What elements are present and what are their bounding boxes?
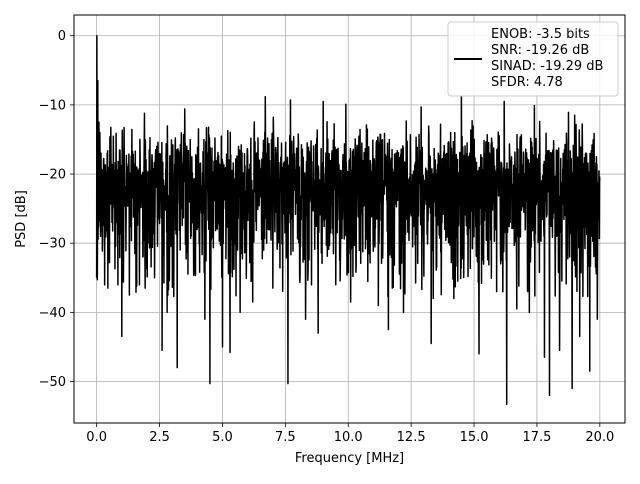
x-tick-label: 15.0 [460,430,489,445]
y-tick-label: −10 [39,98,66,113]
y-tick-label: −40 [39,306,66,321]
x-tick-label: 0.0 [86,430,107,445]
data-layer [95,35,601,406]
legend-box [447,21,619,97]
y-tick-label: −30 [39,237,66,252]
tick-layer: 0.0 2.5 5.0 7.5 10.0 12.5 15.0 17.5 20.0 0 −10 −20 −… [39,29,615,445]
x-tick-label: 12.5 [397,430,426,445]
x-tick-label: 7.5 [275,430,296,445]
y-tick-label: −50 [39,375,66,390]
legend: ENOB: -3.5 bits SNR: -19.26 dB SINAD: -1… [447,21,619,97]
y-tick-label: 0 [58,29,66,44]
x-tick-label: 17.5 [522,430,551,445]
psd-series-line [95,35,601,406]
x-axis-label: Frequency [MHz] [295,451,404,466]
x-tick-label: 5.0 [212,430,233,445]
axes-frame [73,14,626,424]
x-tick-label: 10.0 [334,430,363,445]
legend-entry-snr: SNR: -19.26 dB [491,43,589,58]
x-tick-label: 2.5 [149,430,170,445]
legend-entry-sinad: SINAD: -19.29 dB [491,59,603,74]
x-tick-label: 20.0 [585,430,614,445]
y-axis-label: PSD [dB] [14,190,29,248]
y-tick-label: −20 [39,168,66,183]
legend-entry-enob: ENOB: -3.5 bits [491,27,590,42]
legend-entry-sfdr: SFDR: 4.78 [491,75,563,90]
